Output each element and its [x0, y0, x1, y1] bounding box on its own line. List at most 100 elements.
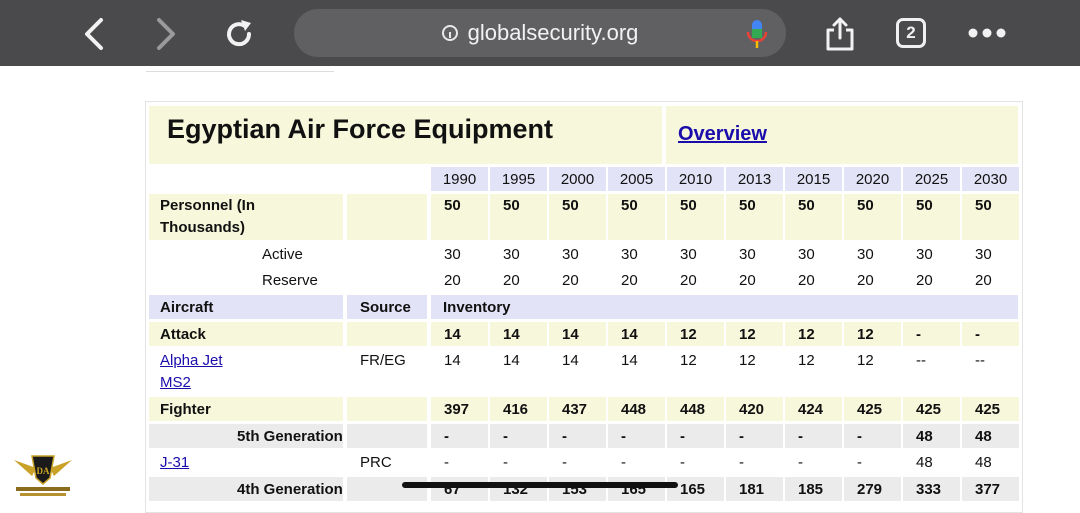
- table-cell: 50: [621, 197, 638, 214]
- url-text: globalsecurity.org: [467, 20, 639, 45]
- table-cell: 50: [680, 197, 697, 214]
- table-cell: 20: [503, 272, 520, 289]
- share-button[interactable]: [820, 14, 860, 54]
- fifth-gen-row-cell-bg: [549, 424, 606, 448]
- attack-row-cell-bg: [785, 322, 842, 346]
- info-icon[interactable]: [441, 25, 458, 41]
- personnel-row-cell-bg: [962, 194, 1019, 240]
- reload-button[interactable]: [219, 14, 259, 54]
- table-cell: 14: [621, 326, 638, 343]
- table-cell: --: [916, 352, 926, 369]
- alpha-jet-link[interactable]: MS2: [160, 374, 191, 391]
- back-button[interactable]: [74, 14, 114, 54]
- fighter-row-cell-bg: [844, 397, 901, 421]
- table-cell: 448: [621, 401, 647, 418]
- fourth-gen-row-label-bg: [149, 477, 343, 501]
- table-cell: 14: [621, 352, 638, 369]
- microphone-icon[interactable]: [744, 18, 770, 50]
- table-cell: 12: [857, 326, 874, 343]
- table-cell: 437: [562, 401, 588, 418]
- fighter-label: Fighter: [160, 401, 211, 418]
- fifth-gen-row-cell-bg: [903, 424, 960, 448]
- year-header: 2000: [549, 167, 606, 191]
- divider: [146, 71, 334, 72]
- forward-button[interactable]: [146, 14, 186, 54]
- year-header: 2015: [785, 167, 842, 191]
- table-cell: -: [444, 454, 449, 471]
- table-cell: 30: [562, 246, 579, 263]
- fifth-gen-label: 5th Generation: [237, 428, 343, 445]
- attack-row-cell-bg: [962, 322, 1019, 346]
- personnel-row-cell-bg: [785, 194, 842, 240]
- overview-cell: [666, 106, 1018, 164]
- fourth-gen-row-cell-bg: [490, 477, 547, 501]
- inventory-header: Inventory: [443, 299, 511, 316]
- fourth-gen-label: 4th Generation: [237, 481, 343, 498]
- fifth-gen-row-cell-bg: [785, 424, 842, 448]
- tab-switcher-button[interactable]: 2: [896, 18, 926, 48]
- year-header: 2013: [726, 167, 783, 191]
- table-cell: 20: [444, 272, 461, 289]
- table-cell: 30: [916, 246, 933, 263]
- aircraft-header-bg: [149, 295, 343, 319]
- attack-row-cell-bg: [490, 322, 547, 346]
- year-header: 2005: [608, 167, 665, 191]
- inventory-header-bg: [431, 295, 1018, 319]
- table-cell: 30: [503, 246, 520, 263]
- fifth-gen-row-cell-bg: [431, 424, 488, 448]
- table-cell: 397: [444, 401, 470, 418]
- table-cell: 12: [739, 352, 756, 369]
- alpha-jet-link[interactable]: Alpha Jet: [160, 352, 223, 369]
- attack-row-label-bg: [149, 322, 343, 346]
- fighter-row-label-bg: [149, 397, 343, 421]
- table-cell: 425: [857, 401, 883, 418]
- fifth-gen-row-cell-bg: [490, 424, 547, 448]
- table-cell: 50: [444, 197, 461, 214]
- table-cell: 12: [798, 326, 815, 343]
- table-cell: 14: [562, 352, 579, 369]
- fourth-gen-row-source-bg: [347, 477, 427, 501]
- aircraft-header: Aircraft: [160, 299, 214, 316]
- attack-row-source-bg: [347, 322, 427, 346]
- table-cell: -: [444, 428, 449, 445]
- table-cell: --: [975, 352, 985, 369]
- table-cell: 377: [975, 481, 1001, 498]
- j31-link[interactable]: J-31: [160, 454, 190, 471]
- personnel-label: Thousands): [160, 219, 245, 236]
- fourth-gen-row-cell-bg: [785, 477, 842, 501]
- table-cell: 50: [916, 197, 933, 214]
- personnel-row-cell-bg: [490, 194, 547, 240]
- attack-row-cell-bg: [549, 322, 606, 346]
- personnel-row-cell-bg: [431, 194, 488, 240]
- fighter-row-cell-bg: [667, 397, 724, 421]
- fighter-row-cell-bg: [608, 397, 665, 421]
- table-cell: 425: [916, 401, 942, 418]
- fourth-gen-row-cell-bg: [962, 477, 1019, 501]
- personnel-row-cell-bg: [903, 194, 960, 240]
- table-cell: 12: [798, 352, 815, 369]
- address-bar[interactable]: globalsecurity.org: [294, 9, 786, 57]
- table-cell: 30: [739, 246, 756, 263]
- table-cell: -: [857, 428, 862, 445]
- year-header: 2030: [962, 167, 1019, 191]
- personnel-row-cell-bg: [844, 194, 901, 240]
- table-cell: 50: [975, 197, 992, 214]
- alpha-jet-source: FR/EG: [360, 352, 406, 369]
- table-cell: 50: [562, 197, 579, 214]
- source-header-bg: [347, 295, 427, 319]
- table-cell: 20: [798, 272, 815, 289]
- fighter-row-cell-bg: [431, 397, 488, 421]
- table-cell: -: [916, 326, 921, 343]
- attack-row-cell-bg: [667, 322, 724, 346]
- fighter-row-cell-bg: [490, 397, 547, 421]
- attack-row-cell-bg: [608, 322, 665, 346]
- title-cell: [149, 106, 662, 164]
- table-cell: -: [975, 326, 980, 343]
- year-header: 2010: [667, 167, 724, 191]
- table-cell: -: [739, 454, 744, 471]
- personnel-row-source-bg: [347, 194, 427, 240]
- fourth-gen-row-cell-bg: [608, 477, 665, 501]
- overview-link[interactable]: Overview: [678, 123, 767, 145]
- more-options-icon[interactable]: [966, 22, 1010, 44]
- year-header: 1990: [431, 167, 488, 191]
